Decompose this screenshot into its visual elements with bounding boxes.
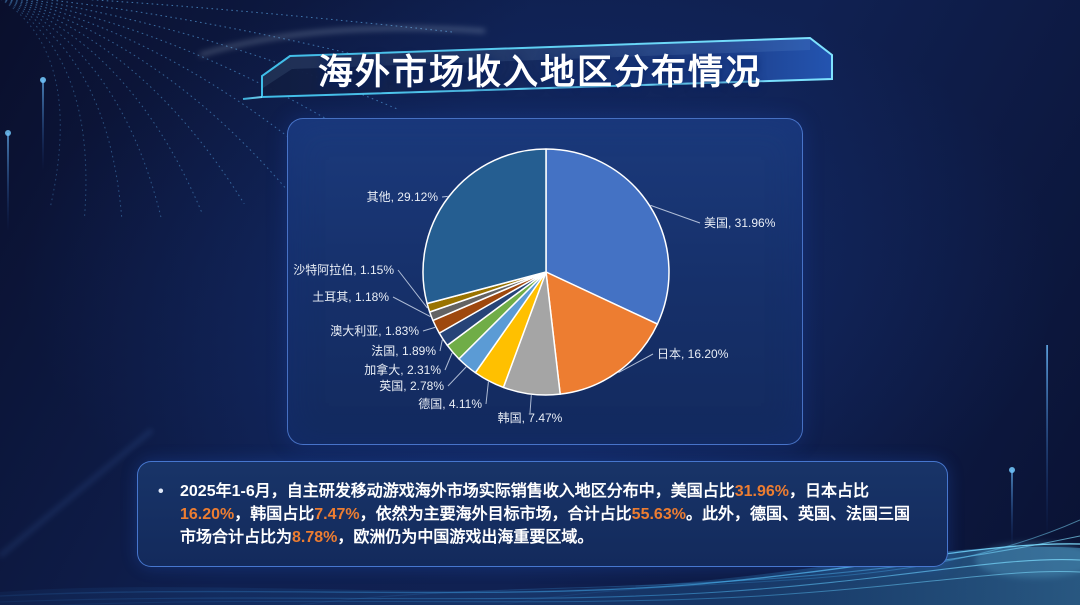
insight-bullet: • <box>158 483 164 500</box>
insight-text-segment: ，日本占比 <box>789 483 870 500</box>
page-title: 海外市场收入地区分布情况 <box>317 52 762 92</box>
leader-line <box>650 204 701 224</box>
pie-label: 德国, 4.11% <box>418 396 482 411</box>
pie-label: 英国, 2.78% <box>379 379 444 393</box>
fan-curve <box>3 0 123 220</box>
pie-label: 日本, 16.20% <box>657 347 729 361</box>
fan-curve <box>9 0 245 205</box>
pie-label: 加拿大, 2.31% <box>364 362 441 377</box>
pie-label: 澳大利亚, 1.83% <box>330 324 419 338</box>
pie-label: 美国, 31.96% <box>704 216 776 230</box>
leader-line <box>422 326 436 332</box>
pie-label: 沙特阿拉伯, 1.15% <box>293 262 394 277</box>
insight-text-segment: 2025年1-6月，自主研发移动游戏海外市场实际销售收入地区分布中，美国占比 <box>180 483 735 500</box>
leader-line <box>618 353 654 374</box>
fan-curve <box>88 0 454 33</box>
leader-line <box>529 395 532 414</box>
fan-curve <box>2 0 87 216</box>
leader-line <box>447 366 467 387</box>
highlight-value: 8.78% <box>292 529 338 546</box>
pie-slice-10 <box>422 148 547 305</box>
insight-text-segment: ，依然为主要海外目标市场，合计占比 <box>359 506 632 523</box>
leader-line <box>441 195 448 198</box>
leader-line <box>444 352 453 371</box>
pie-label: 其他, 29.12% <box>367 190 439 204</box>
highlight-value: 55.63% <box>631 506 686 523</box>
leader-line <box>439 339 443 352</box>
leader-line <box>485 381 489 405</box>
insight-text-segment: 。此外，德国、英国、法国三国市场合计占比为 <box>180 506 910 546</box>
pie-label: 土耳其, 1.18% <box>312 290 389 304</box>
insight-text-segment: ，欧洲仍为中国游戏出海重要区域。 <box>337 529 594 546</box>
pie-slice-1 <box>545 271 659 395</box>
fan-curve <box>6 0 203 215</box>
leader-line <box>397 269 428 309</box>
insight-text-segment: ，韩国占比 <box>234 506 315 523</box>
pie-slice-0 <box>545 148 670 325</box>
leader-line <box>392 296 431 318</box>
highlight-value: 16.20% <box>180 506 235 523</box>
insight-box: • 2025年1-6月，自主研发移动游戏海外市场实际销售收入地区分布中，美国占比… <box>137 461 948 567</box>
pie-label: 法国, 1.89% <box>371 344 436 358</box>
chart-panel: 美国, 31.96% 日本, 16.20% 韩国, 7.47% 德国, 4.11% 英国… <box>287 118 803 445</box>
highlight-value: 7.47% <box>314 506 360 523</box>
fan-curve <box>0 0 61 208</box>
pie-chart: 美国, 31.96% 日本, 16.20% 韩国, 7.47% 德国, 4.11% 英国… <box>293 148 776 425</box>
insight-text: 2025年1-6月，自主研发移动游戏海外市场实际销售收入地区分布中，美国占比31… <box>180 480 923 566</box>
highlight-value: 31.96% <box>734 483 789 500</box>
fan-curve <box>11 0 286 189</box>
fan-curve <box>5 0 162 220</box>
pie-label: 韩国, 7.47% <box>498 410 563 425</box>
